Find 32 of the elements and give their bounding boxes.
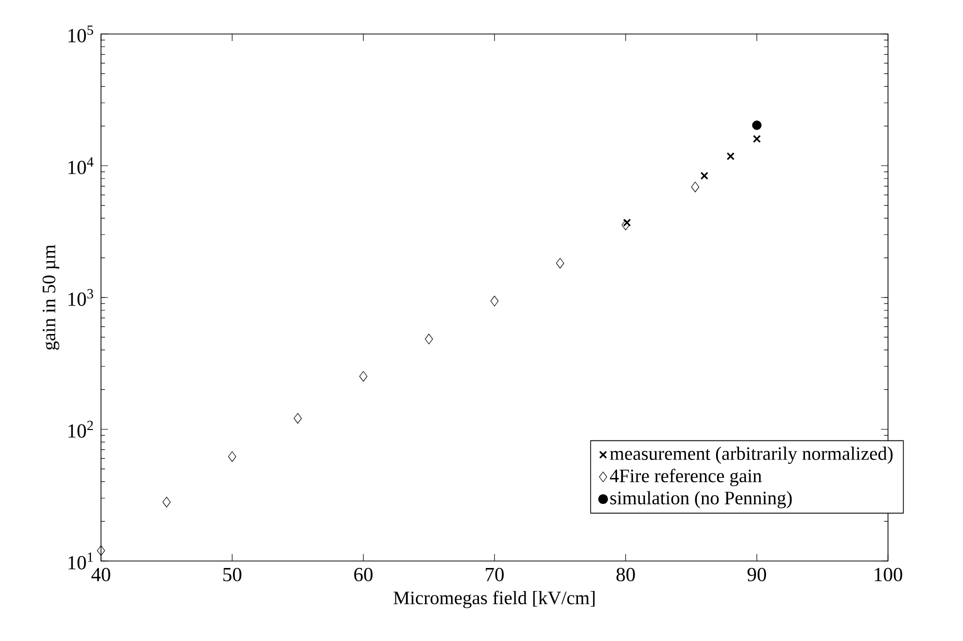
point	[424, 334, 433, 344]
y-tick-label: 10$^{3}$	[68, 289, 94, 306]
point	[162, 496, 171, 508]
y-tick-label: 10$^{2}$	[68, 420, 93, 438]
point	[691, 182, 700, 192]
point	[294, 413, 302, 424]
point	[726, 152, 735, 160]
point	[700, 172, 708, 180]
y-tick-label: 10$^{4}$	[68, 157, 94, 174]
point	[490, 296, 499, 306]
point	[359, 371, 368, 382]
point	[228, 451, 236, 462]
y-tick-label: 10$^{5}$	[68, 26, 94, 42]
x-tick-label: 40	[91, 568, 110, 582]
x-tick-label: 60	[354, 568, 373, 582]
x-tick-label: 70	[486, 568, 504, 582]
x-tick-label: 100	[874, 568, 902, 582]
legend-label: measurement (arbitrarily normalized)	[610, 446, 893, 464]
y-axis-title: gain in 50 µm	[42, 244, 60, 350]
y-tick-label: 10$^{1}$	[68, 552, 93, 570]
point	[96, 545, 106, 556]
point	[752, 120, 762, 130]
x-axis-title: Micromegas field [kV/cm]	[394, 590, 595, 608]
x-tick-label: 90	[748, 568, 766, 582]
x-tick-label: 80	[616, 568, 635, 582]
point	[556, 258, 564, 269]
legend-label: 4Fire reference gain	[610, 468, 762, 486]
point	[622, 220, 630, 230]
x-tick-label: 50	[223, 568, 242, 582]
legend-label: simulation (no Penning)	[610, 491, 792, 508]
point	[752, 134, 761, 143]
point	[623, 218, 631, 227]
